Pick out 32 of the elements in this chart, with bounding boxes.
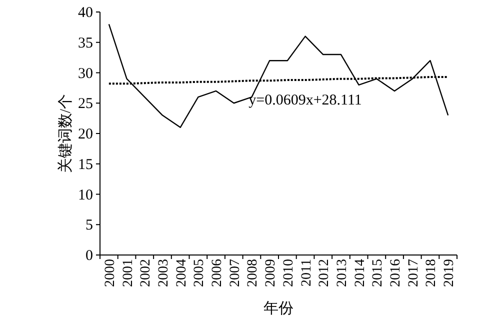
y-tick-label: 40	[78, 5, 93, 21]
y-tick-label: 10	[78, 187, 93, 204]
x-tick-label: 2006	[210, 259, 226, 287]
x-tick-label: 2016	[388, 259, 404, 287]
x-axis-title: 年份	[264, 300, 294, 317]
x-tick-label: 2000	[102, 259, 118, 287]
x-tick-label: 2007	[228, 259, 243, 287]
x-tick-label: 2011	[299, 259, 314, 286]
x-tick-label: 2008	[246, 259, 261, 287]
x-tick-label: 2004	[174, 259, 190, 287]
x-tick-label: 2019	[442, 259, 458, 287]
y-tick-label: 20	[78, 126, 93, 142]
x-tick-label: 2013	[334, 259, 350, 287]
x-tick-label: 2014	[352, 259, 368, 287]
x-tick-label: 2002	[138, 259, 154, 287]
annotation: y=0.0609x+28.111	[248, 92, 362, 108]
x-tick-label: 2012	[317, 259, 332, 287]
y-tick-label: 0	[86, 248, 93, 264]
y-axis-title: 关键词数/个	[57, 94, 74, 174]
x-tick-label: 2010	[281, 259, 296, 287]
y-tick-label: 25	[78, 96, 93, 112]
x-tick-label: 2005	[192, 259, 208, 287]
x-tick-label: 2009	[264, 259, 279, 287]
x-tick-label: 2003	[156, 259, 172, 287]
y-tick-label: 5	[86, 218, 93, 234]
x-tick-label: 2017	[406, 259, 422, 287]
x-tick-label: 2015	[370, 259, 386, 287]
y-tick-label: 35	[78, 35, 93, 52]
x-tick-label: 2001	[120, 259, 136, 287]
y-tick-label: 15	[78, 156, 93, 173]
y-tick-label: 30	[78, 66, 93, 82]
x-tick-label: 2018	[424, 259, 440, 287]
